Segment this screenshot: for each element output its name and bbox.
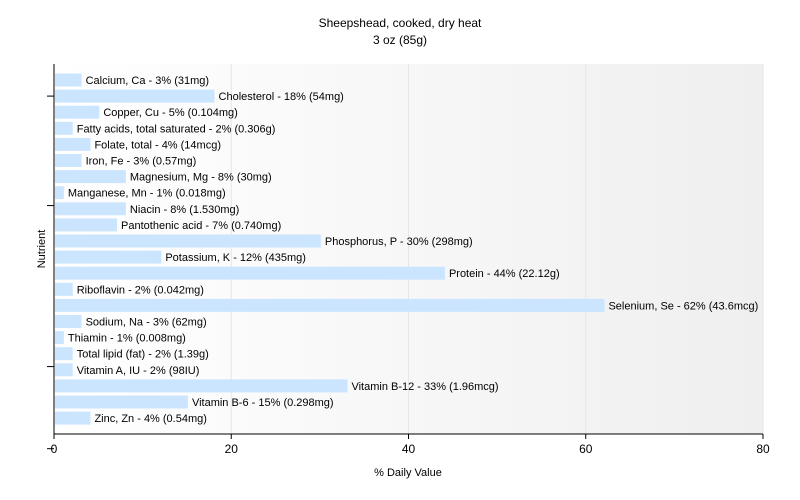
bar-label: Cholesterol - 18% (54mg) bbox=[219, 91, 344, 103]
bar bbox=[55, 282, 73, 296]
bar bbox=[55, 395, 188, 409]
x-tick-label: 40 bbox=[402, 442, 416, 456]
bar-label: Selenium, Se - 62% (43.6mcg) bbox=[608, 300, 758, 312]
bar bbox=[55, 298, 605, 312]
bar-label: Potassium, K - 12% (435mg) bbox=[165, 252, 306, 264]
x-tick-label: 60 bbox=[579, 442, 593, 456]
bar-label: Phosphorus, P - 30% (298mg) bbox=[325, 236, 473, 248]
bar bbox=[55, 363, 73, 377]
bar-label: Riboflavin - 2% (0.042mg) bbox=[77, 284, 204, 296]
bar-label: Fatty acids, total saturated - 2% (0.306… bbox=[77, 123, 276, 135]
x-tick-label: 0 bbox=[51, 442, 58, 456]
bar bbox=[55, 121, 73, 135]
bar-label: Niacin - 8% (1.530mg) bbox=[130, 204, 239, 216]
bar bbox=[55, 315, 82, 328]
bar bbox=[55, 202, 126, 216]
gridlines bbox=[230, 64, 764, 434]
bar-label: Sodium, Na - 3% (62mg) bbox=[86, 317, 207, 329]
chart-subtitle: 3 oz (85g) bbox=[373, 33, 427, 47]
bar-label: Calcium, Ca - 3% (31mg) bbox=[86, 75, 209, 87]
y-ticks bbox=[47, 95, 54, 450]
bars bbox=[55, 73, 605, 425]
bar bbox=[55, 411, 91, 425]
bar-label: Vitamin B-6 - 15% (0.298mg) bbox=[192, 397, 334, 409]
bar bbox=[55, 89, 215, 103]
bar bbox=[55, 73, 82, 87]
bar-label: Zinc, Zn - 4% (0.54mg) bbox=[94, 413, 206, 425]
bar-label: Protein - 44% (22.12g) bbox=[449, 268, 560, 280]
bar bbox=[55, 250, 162, 264]
bar-label: Vitamin A, IU - 2% (98IU) bbox=[77, 365, 200, 377]
bar bbox=[55, 347, 73, 361]
x-axis-label: % Daily Value bbox=[374, 467, 442, 479]
bar bbox=[55, 331, 64, 345]
bar-label: Vitamin B-12 - 33% (1.96mcg) bbox=[351, 381, 498, 393]
x-tick-label: 80 bbox=[756, 442, 770, 456]
bar bbox=[55, 234, 321, 248]
bar-label: Manganese, Mn - 1% (0.018mg) bbox=[68, 188, 226, 200]
y-axis-label: Nutrient bbox=[36, 230, 48, 269]
x-ticks: 0 20 40 60 80 bbox=[51, 434, 770, 456]
bar-label: Magnesium, Mg - 8% (30mg) bbox=[130, 172, 272, 184]
data-labels: Calcium, Ca - 3% (31mg) Cholesterol - 18%… bbox=[68, 75, 758, 425]
bar bbox=[55, 186, 64, 200]
x-tick-label: 20 bbox=[225, 442, 239, 456]
bar bbox=[55, 266, 445, 280]
chart-title: Sheepshead, cooked, dry heat bbox=[319, 16, 482, 30]
bar-label: Pantothenic acid - 7% (0.740mg) bbox=[121, 220, 281, 232]
bar-label: Copper, Cu - 5% (0.104mg) bbox=[103, 107, 238, 119]
bar-label: Folate, total - 4% (14mcg) bbox=[94, 139, 221, 151]
bar bbox=[55, 379, 348, 393]
bar-label: Iron, Fe - 3% (0.57mg) bbox=[86, 156, 197, 168]
bar bbox=[55, 218, 118, 232]
bar bbox=[55, 105, 100, 119]
bar bbox=[55, 154, 82, 167]
bar bbox=[55, 137, 91, 151]
bar-label: Thiamin - 1% (0.008mg) bbox=[68, 333, 186, 345]
bar-label: Total lipid (fat) - 2% (1.39g) bbox=[77, 349, 209, 361]
bar bbox=[55, 170, 126, 184]
